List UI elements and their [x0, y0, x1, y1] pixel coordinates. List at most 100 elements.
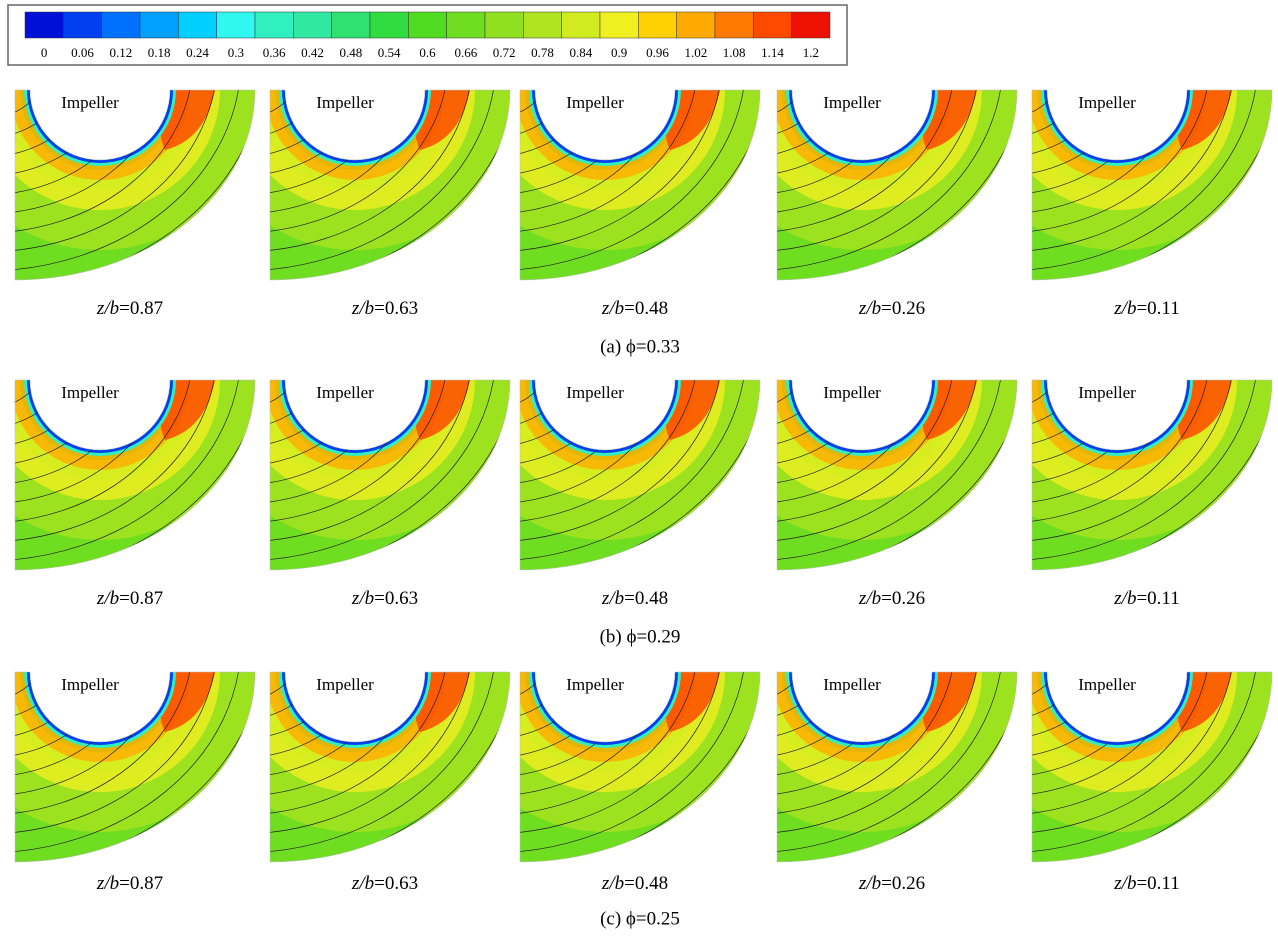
- colorbar-swatch: [792, 12, 830, 38]
- slice-label: z/b=0.63: [351, 588, 418, 609]
- colorbar-tick-label: 0.96: [646, 45, 669, 60]
- impeller-label: Impeller: [823, 675, 881, 694]
- impeller-label: Impeller: [566, 383, 624, 402]
- row-caption: (b) ϕ=0.29: [600, 626, 681, 647]
- slice-label-value: =0.87: [119, 873, 163, 894]
- streamline: [0, 545, 97, 739]
- colorbar-tick-label: 0.3: [228, 45, 244, 60]
- slice-label: z/b=0.11: [1113, 298, 1179, 319]
- slice-label: z/b=0.48: [601, 873, 668, 894]
- colorbar-tick-label: 0.18: [148, 45, 171, 60]
- colorbar-swatch: [562, 12, 600, 38]
- contour-band: [534, 309, 676, 451]
- colorbar-tick-label: 0.24: [186, 45, 209, 60]
- slice-label-variable: z/b: [601, 873, 624, 894]
- colorbar-tick-label: 1.08: [723, 45, 746, 60]
- contour-band: [1035, 8, 1199, 172]
- contour-band: [1035, 590, 1199, 754]
- colorbar-swatch: [600, 12, 638, 38]
- page: {"colorbar": {"ticks": [0, 0.06, 0.12, 0…: [0, 0, 1278, 940]
- impeller-label: Impeller: [61, 93, 119, 112]
- colorbar-swatch: [140, 12, 178, 38]
- colorbar-swatch: [178, 12, 216, 38]
- colorbar-swatch: [523, 12, 561, 38]
- slice-label-variable: z/b: [858, 588, 881, 609]
- slice-label-value: =0.63: [374, 873, 418, 894]
- colorbar-swatch: [217, 12, 255, 38]
- contour-band: [273, 298, 437, 462]
- contour-band: [29, 601, 171, 743]
- slice-label: z/b=0.26: [858, 298, 925, 319]
- contour-band: [1046, 19, 1188, 161]
- slice-label: z/b=0.48: [601, 588, 668, 609]
- impeller-label: Impeller: [316, 93, 374, 112]
- colorbar-tick-label: 0.12: [109, 45, 132, 60]
- colorbar-swatch: [63, 12, 101, 38]
- contour-band: [273, 590, 437, 754]
- slice-label-variable: z/b: [858, 298, 881, 319]
- colorbar-swatch: [753, 12, 791, 38]
- contour-band: [791, 309, 933, 451]
- impeller-label: Impeller: [823, 383, 881, 402]
- slice-label-value: =0.63: [374, 588, 418, 609]
- colorbar-tick-label: 1.02: [684, 45, 707, 60]
- colorbar-swatch: [332, 12, 370, 38]
- slice-label-value: =0.11: [1136, 588, 1179, 609]
- slice-label: z/b=0.87: [96, 298, 163, 319]
- colorbar-swatch: [370, 12, 408, 38]
- contour-band: [534, 601, 676, 743]
- colorbar-tick-label: 0: [41, 45, 48, 60]
- contour-band: [780, 298, 944, 462]
- impeller-label: Impeller: [823, 93, 881, 112]
- slice-label-value: =0.26: [881, 873, 925, 894]
- slice-label: z/b=0.26: [858, 588, 925, 609]
- streamline: [0, 253, 97, 447]
- contour-band: [791, 601, 933, 743]
- impeller-label: Impeller: [1078, 675, 1136, 694]
- colorbar-swatch: [293, 12, 331, 38]
- colorbar-tick-label: 1.14: [761, 45, 784, 60]
- colorbar-tick-label: 0.84: [569, 45, 592, 60]
- slice-label: z/b=0.87: [96, 588, 163, 609]
- impeller-label: Impeller: [566, 675, 624, 694]
- slice-label: z/b=0.11: [1113, 588, 1179, 609]
- colorbar-tick-label: 1.2: [803, 45, 819, 60]
- colorbar-tick-label: 0.42: [301, 45, 324, 60]
- colorbar-swatch: [408, 12, 446, 38]
- slice-label-variable: z/b: [96, 588, 119, 609]
- contour-band: [780, 590, 944, 754]
- impeller-label: Impeller: [1078, 93, 1136, 112]
- colorbar-tick-label: 0.72: [493, 45, 516, 60]
- slice-label-variable: z/b: [1113, 298, 1136, 319]
- slice-label-value: =0.11: [1136, 873, 1179, 894]
- impeller-label: Impeller: [61, 383, 119, 402]
- contour-band: [284, 309, 426, 451]
- contour-band: [18, 590, 182, 754]
- slice-label-variable: z/b: [1113, 588, 1136, 609]
- contour-band: [523, 298, 687, 462]
- impeller-label: Impeller: [566, 93, 624, 112]
- slice-label-variable: z/b: [858, 873, 881, 894]
- slice-label-value: =0.26: [881, 588, 925, 609]
- slice-label-variable: z/b: [351, 873, 374, 894]
- contour-band: [1035, 298, 1199, 462]
- colorbar-swatch: [25, 12, 63, 38]
- colorbar-swatch: [447, 12, 485, 38]
- colorbar-tick-label: 0.78: [531, 45, 554, 60]
- slice-label-value: =0.63: [374, 298, 418, 319]
- slice-label-value: =0.11: [1136, 298, 1179, 319]
- colorbar-swatch: [677, 12, 715, 38]
- slice-label-variable: z/b: [1113, 873, 1136, 894]
- impeller-label: Impeller: [1078, 383, 1136, 402]
- contour-band: [284, 601, 426, 743]
- slice-label: z/b=0.87: [96, 873, 163, 894]
- slice-label-value: =0.48: [624, 588, 668, 609]
- impeller-label: Impeller: [316, 383, 374, 402]
- colorbar-swatch: [638, 12, 676, 38]
- slice-label: z/b=0.11: [1113, 873, 1179, 894]
- streamline: [0, 272, 73, 428]
- colorbar-tick-label: 0.66: [454, 45, 477, 60]
- slice-label-variable: z/b: [351, 298, 374, 319]
- colorbar-tick-label: 0.48: [339, 45, 362, 60]
- slice-label-variable: z/b: [601, 298, 624, 319]
